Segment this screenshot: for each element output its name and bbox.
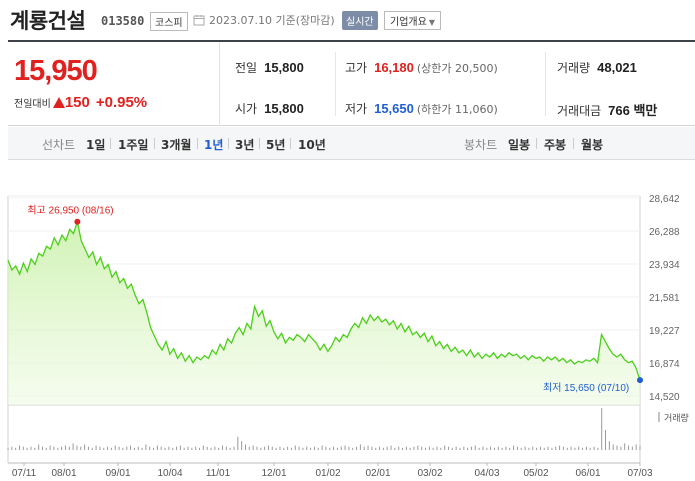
stat-open: 시가 15,800	[235, 100, 304, 117]
divider	[335, 52, 336, 116]
company-info-label: 기업개요	[390, 17, 427, 28]
stat-value: 15,800	[264, 60, 304, 75]
current-price-box: 15,950 전일대비 150 +0.95%	[8, 42, 220, 126]
candle-weekly-button[interactable]: 주봉	[544, 138, 567, 152]
max-marker	[74, 218, 81, 225]
stat-prev-close: 전일 15,800	[235, 59, 304, 76]
separator	[154, 138, 155, 149]
change-value: 150	[64, 94, 90, 111]
x-tick-label: 11/01	[206, 468, 231, 479]
period-1d-button[interactable]: 1일	[86, 138, 106, 152]
period-5y-button[interactable]: 5년	[266, 138, 286, 152]
y-tick-label: 21,581	[649, 293, 680, 304]
current-price: 15,950	[14, 55, 98, 87]
stat-label: 저가	[345, 102, 368, 116]
stat-high: 고가 16,180 (상한가 20,500)	[345, 59, 498, 76]
stat-label: 고가	[345, 61, 368, 75]
period-3m-button[interactable]: 3개월	[161, 138, 192, 152]
stat-label: 전일	[235, 61, 258, 75]
divider	[545, 52, 546, 116]
x-tick-label: 10/04	[157, 468, 182, 479]
market-badge: 코스피	[150, 12, 188, 31]
separator	[110, 138, 111, 149]
max-annotation: 최고 26,950 (08/16)	[27, 205, 113, 217]
stat-value: 16,180	[374, 60, 414, 75]
change-row: 전일대비 150 +0.95%	[14, 94, 147, 111]
up-triangle-icon	[52, 97, 65, 108]
y-tick-label: 16,874	[649, 359, 680, 370]
stat-volume: 거래량 48,021	[557, 59, 637, 76]
x-tick-label: 07/11	[12, 468, 37, 479]
period-3y-button[interactable]: 3년	[235, 138, 255, 152]
x-tick-label: 05/02	[523, 468, 548, 479]
x-tick-label: 08/01	[51, 468, 76, 479]
period-bar: 선차트 1일 1주일 3개월 1년 3년 5년 10년 봉차트 일봉 주봉 월봉	[8, 127, 695, 160]
change-label: 전일대비	[14, 99, 51, 110]
period-1w-button[interactable]: 1주일	[118, 138, 149, 152]
min-annotation: 최저 15,650 (07/10)	[543, 382, 629, 394]
stat-label: 거래대금	[557, 104, 602, 118]
price-panel: 15,950 전일대비 150 +0.95% 전일 15,800 시가 15,800 고…	[8, 40, 695, 126]
price-chart[interactable]: 28,642 26,288 23,934 21,581 19,227 16,874 14,5…	[0, 180, 695, 481]
x-tick-label: 03/02	[417, 468, 442, 479]
y-tick-label: 19,227	[649, 326, 680, 337]
stock-header: 계룡건설 013580 코스피 2023.07.10 기준(장마감) 실시간 기…	[0, 0, 695, 40]
company-name: 계룡건설	[10, 9, 86, 33]
x-tick-label: 07/03	[627, 468, 652, 479]
y-tick-label: 28,642	[649, 194, 680, 205]
price-area	[8, 221, 640, 405]
caret-down-icon: ▼	[428, 18, 435, 27]
y-tick-label: 23,934	[649, 260, 680, 271]
period-1y-button[interactable]: 1년	[204, 138, 224, 152]
x-tick-label: 04/03	[474, 468, 499, 479]
company-info-button[interactable]: 기업개요 ▼	[384, 11, 441, 30]
change-percent: +0.95%	[95, 94, 148, 111]
stat-value: 15,800	[264, 101, 304, 116]
candle-chart-title: 봉차트	[464, 138, 498, 152]
separator	[197, 138, 198, 149]
date-text: 2023.07.10 기준(장마감)	[209, 14, 335, 27]
chart-svg: 28,642 26,288 23,934 21,581 19,227 16,874 14,5…	[7, 194, 689, 479]
stat-value: 766 백만	[608, 103, 658, 118]
realtime-button[interactable]: 실시간	[342, 11, 378, 30]
volume-label: 거래량	[664, 412, 689, 424]
separator	[536, 138, 537, 149]
x-tick-label: 01/02	[315, 468, 340, 479]
stat-low: 저가 15,650 (하한가 11,060)	[345, 100, 498, 117]
y-tick-label: 14,520	[649, 392, 680, 403]
separator	[290, 138, 291, 149]
candle-daily-button[interactable]: 일봉	[508, 138, 531, 152]
y-tick-label: 26,288	[649, 227, 680, 238]
separator	[228, 138, 229, 149]
stat-sub: (하한가 11,060)	[416, 103, 498, 116]
price-line	[7, 219, 641, 381]
x-tick-label: 02/01	[365, 468, 390, 479]
stat-trade-amount: 거래대금 766 백만	[557, 100, 657, 119]
separator	[259, 138, 260, 149]
x-tick-label: 09/01	[105, 468, 130, 479]
stat-label: 시가	[235, 102, 258, 116]
stat-label: 거래량	[557, 61, 591, 75]
stock-code: 013580	[101, 14, 145, 28]
min-marker	[637, 377, 643, 384]
stat-value: 48,021	[597, 60, 637, 75]
separator	[573, 138, 574, 149]
stat-sub: (상한가 20,500)	[416, 62, 498, 75]
candle-monthly-button[interactable]: 월봉	[581, 138, 604, 152]
stat-value: 15,650	[374, 101, 414, 116]
x-tick-label: 06/01	[575, 468, 600, 479]
calendar-icon	[193, 15, 205, 26]
period-10y-button[interactable]: 10년	[298, 138, 326, 152]
line-chart-title: 선차트	[42, 138, 76, 152]
x-tick-label: 12/01	[261, 468, 286, 479]
